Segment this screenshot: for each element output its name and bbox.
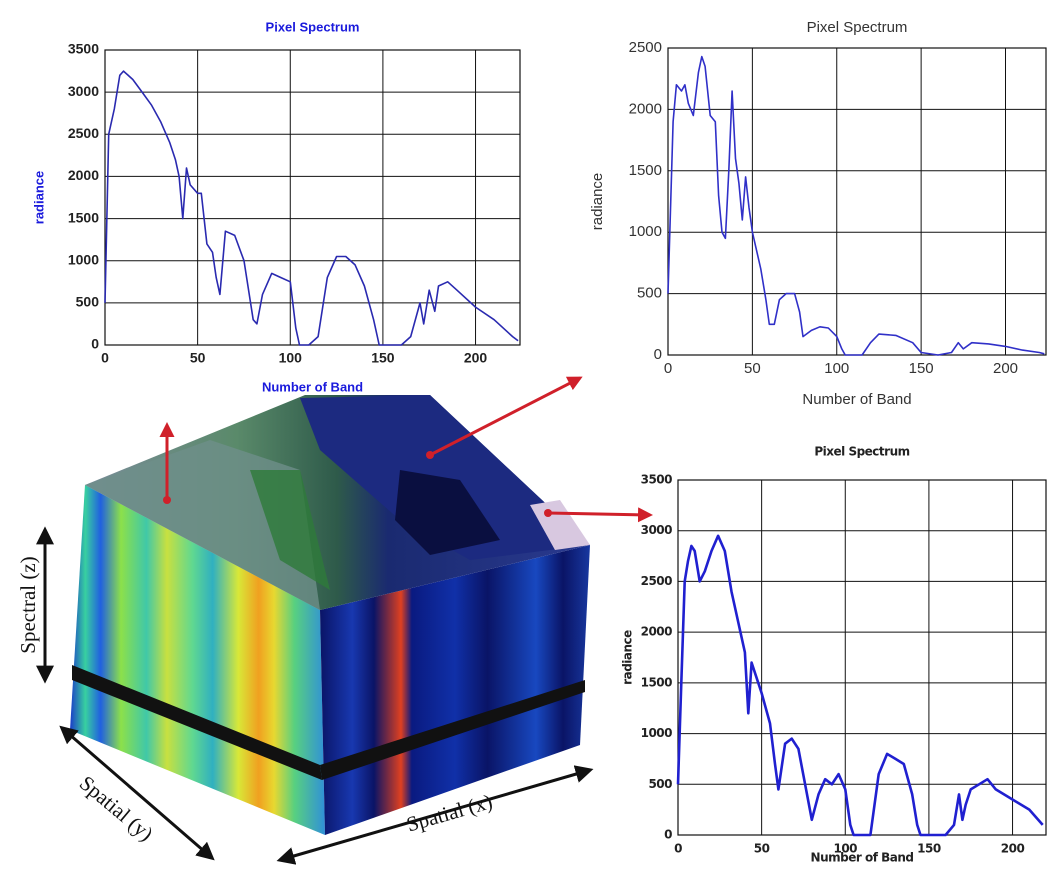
y-tick-label: 3500 (641, 473, 673, 487)
x-tick-label: 0 (674, 842, 682, 856)
y-tick-label: 3500 (68, 41, 99, 57)
data-cube: Spectral (z) Spatial (y) Spatial (x) (16, 378, 650, 860)
y-tick-label: 0 (654, 346, 662, 363)
y-tick-label: 3000 (68, 83, 99, 99)
y-tick-label: 1500 (629, 162, 662, 179)
y-tick-label: 500 (637, 285, 662, 302)
y-axis-label: radiance (31, 171, 46, 224)
x-tick-label: 200 (464, 350, 488, 366)
y-tick-label: 1500 (68, 209, 99, 225)
y-axis-label: radiance (621, 630, 635, 685)
pixel-marker (426, 451, 434, 459)
chart: 0 500 1000 1500 2000 2500 3000 3500 0 50 100 150 200… (31, 19, 520, 394)
chart-title: Pixel Spectrum (814, 445, 909, 459)
x-tick-label: 200 (993, 360, 1018, 377)
pixel-marker (163, 496, 171, 504)
x-axis-label: Number of Band (262, 379, 363, 394)
y-tick-label: 2000 (68, 167, 99, 183)
y-tick-label: 3000 (641, 523, 673, 537)
plot-area (668, 48, 1046, 355)
x-tick-label: 100 (279, 350, 303, 366)
x-axis-label: Number of Band (802, 391, 911, 408)
figure: Spectral (z) Spatial (y) Spatial (x) 0 50… (0, 0, 1050, 870)
cube-axis-label: Spectral (z) (16, 556, 40, 653)
y-tick-label: 2000 (641, 625, 673, 639)
y-tick-label: 1000 (629, 223, 662, 240)
y-tick-label: 2500 (68, 125, 99, 141)
y-tick-label: 500 (648, 777, 672, 791)
x-tick-label: 150 (909, 360, 934, 377)
x-tick-label: 50 (190, 350, 206, 366)
pixel-marker (544, 509, 552, 517)
y-tick-label: 2500 (629, 39, 662, 56)
x-tick-label: 100 (824, 360, 849, 377)
x-axis-label: Number of Band (811, 851, 914, 865)
y-axis-label: radiance (589, 173, 606, 231)
x-tick-label: 150 (371, 350, 395, 366)
y-tick-label: 1500 (641, 675, 673, 689)
x-tick-label: 50 (744, 360, 761, 377)
y-tick-label: 2500 (641, 574, 673, 588)
y-tick-label: 1000 (68, 251, 99, 267)
y-tick-label: 0 (91, 336, 99, 352)
x-tick-label: 50 (754, 842, 770, 856)
chart-title: Pixel Spectrum (266, 19, 360, 34)
x-tick-label: 0 (101, 350, 109, 366)
x-tick-label: 150 (917, 842, 941, 856)
pointer-arrow (548, 513, 650, 515)
chart: 0 500 1000 1500 2000 2500 0 50 100 150 200 Pixel Sp… (589, 19, 1046, 408)
cube-axis-label: Spatial (y) (75, 771, 158, 846)
plot-area (105, 50, 520, 345)
y-tick-label: 2000 (629, 100, 662, 117)
x-tick-label: 0 (664, 360, 672, 377)
y-tick-label: 500 (76, 294, 100, 310)
chart-title: Pixel Spectrum (807, 19, 908, 36)
x-tick-label: 200 (1001, 842, 1025, 856)
y-tick-label: 1000 (641, 726, 673, 740)
y-tick-label: 0 (664, 828, 672, 842)
